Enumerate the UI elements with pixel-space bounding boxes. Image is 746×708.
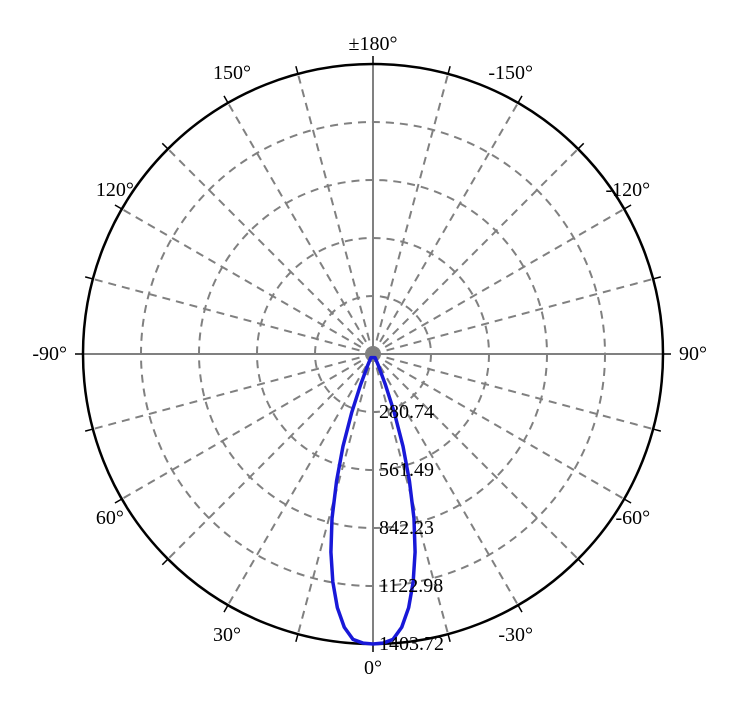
grid-spoke: [228, 354, 373, 605]
angle-label: -60°: [615, 507, 650, 529]
angle-label: 30°: [213, 624, 241, 646]
grid-spoke: [122, 354, 373, 499]
angle-label: 60°: [96, 507, 124, 529]
grid-spoke: [168, 149, 373, 354]
radial-label: 280.74: [379, 401, 434, 423]
radial-label: 1122.98: [379, 575, 443, 597]
radial-label: 561.49: [379, 459, 434, 481]
angle-label: -120°: [605, 179, 650, 201]
grid-spoke: [373, 279, 653, 354]
grid-spoke: [122, 209, 373, 354]
angle-label: -90°: [32, 343, 67, 365]
grid-spoke: [93, 279, 373, 354]
radial-label: 1403.72: [379, 633, 444, 655]
grid-spoke: [298, 74, 373, 354]
grid-spoke: [373, 209, 624, 354]
angle-label: ±180°: [349, 33, 398, 55]
angle-label: -150°: [488, 62, 533, 84]
grid-spoke: [93, 354, 373, 429]
grid-spoke: [228, 103, 373, 354]
angle-label: 120°: [96, 179, 134, 201]
angle-label: -30°: [498, 624, 533, 646]
angle-label: 0°: [364, 657, 382, 679]
radial-label: 842.23: [379, 517, 434, 539]
angle-label: 150°: [213, 62, 251, 84]
angle-label: 90°: [679, 343, 707, 365]
grid-spoke: [373, 103, 518, 354]
polar-chart: ±180° -150° 150° -120° 120° -90° 90° -60° 60° -30…: [0, 0, 746, 708]
grid-spoke: [373, 149, 578, 354]
grid-spoke: [373, 74, 448, 354]
